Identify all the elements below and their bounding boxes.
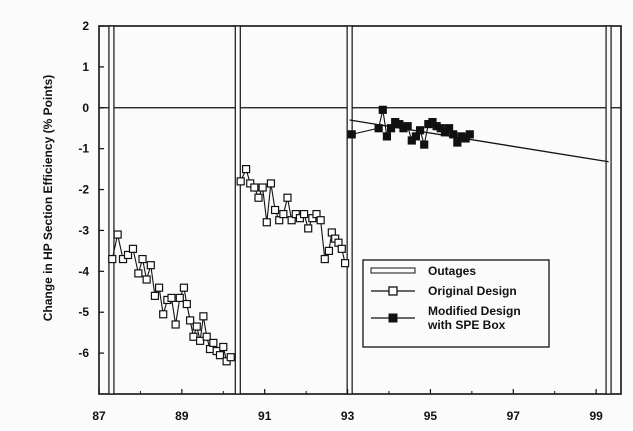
original-design-point — [262, 218, 271, 227]
original-design-point — [159, 310, 168, 319]
original-design-point — [270, 205, 280, 215]
legend: Outages Original Design Modified Design … — [362, 259, 550, 348]
original-design-point — [202, 332, 211, 341]
x-tick-label: 93 — [341, 409, 355, 423]
series-group — [108, 105, 474, 366]
original-design-point — [195, 336, 205, 345]
y-tick-label: -6 — [78, 346, 89, 360]
original-design-point — [275, 216, 284, 225]
original-design-point — [209, 338, 218, 347]
y-tick-label: -3 — [78, 223, 89, 237]
original-design-point — [226, 353, 235, 362]
original-design-point — [138, 254, 147, 264]
modified-design-point — [453, 138, 462, 147]
original-design-point — [186, 316, 195, 325]
legend-label-outages: Outages — [428, 264, 476, 278]
original-design-point — [324, 246, 334, 255]
x-axis: 87 89 91 93 95 97 99 — [92, 389, 603, 423]
legend-label-modified-line1: Modified Design — [428, 304, 521, 318]
y-tick-label: 2 — [82, 19, 89, 33]
modified-design-point — [411, 132, 421, 141]
modified-design-point — [386, 124, 396, 133]
y-tick-label: 0 — [82, 101, 89, 115]
x-tick-label: 89 — [175, 409, 189, 423]
y-axis-title: Change in HP Section Efficiency (% Point… — [41, 75, 55, 322]
original-design-point — [337, 244, 346, 253]
original-design-point — [215, 351, 225, 360]
x-tick-label: 99 — [589, 409, 603, 423]
y-tick-label: 1 — [82, 60, 89, 74]
original-design-point — [142, 275, 151, 284]
y-tick-label: -1 — [78, 142, 89, 156]
original-design-point — [113, 230, 122, 239]
original-design-point — [241, 165, 251, 174]
legend-label-original: Original Design — [428, 284, 517, 298]
outages-group — [108, 25, 612, 395]
original-design-point — [250, 183, 259, 192]
legend-label-modified-line2: with SPE Box — [427, 318, 506, 332]
modified-design-point — [444, 124, 454, 133]
original-design-point — [171, 320, 180, 329]
original-design-point — [192, 322, 201, 331]
original-design-point — [146, 261, 155, 270]
original-design-point — [283, 193, 292, 202]
original-design-point — [304, 224, 313, 233]
original-design-point — [266, 179, 276, 188]
legend-modified-swatch — [371, 313, 415, 323]
original-design-point — [199, 312, 208, 321]
legend-outage-swatch — [370, 267, 416, 274]
x-tick-label: 97 — [507, 409, 521, 423]
y-tick-label: -5 — [78, 305, 89, 319]
original-design-point — [175, 293, 184, 303]
original-design-point — [154, 283, 164, 292]
original-design-point — [316, 216, 325, 225]
original-design-point — [179, 283, 189, 292]
modified-design-point — [374, 124, 383, 133]
legend-box — [362, 259, 550, 348]
original-design-point — [340, 259, 350, 268]
original-design-point — [254, 193, 263, 202]
original-design-point — [320, 254, 329, 264]
outage-bar — [108, 25, 115, 395]
original-design-point — [150, 291, 160, 300]
outage-bar — [605, 25, 612, 395]
outage-bar — [346, 25, 353, 395]
y-tick-label: -2 — [78, 183, 89, 197]
original-design-point — [123, 250, 133, 260]
legend-original-swatch — [371, 286, 415, 296]
modified-design-point — [420, 140, 429, 149]
original-design-point — [236, 177, 245, 186]
original-design-point — [108, 254, 117, 264]
original-design-point — [219, 342, 228, 352]
original-design-point — [182, 299, 191, 309]
original-design-point — [128, 244, 138, 253]
modified-design-point — [347, 130, 356, 139]
modified-design-point — [449, 130, 458, 139]
modified-design-point — [415, 126, 425, 135]
x-tick-label: 91 — [258, 409, 272, 423]
y-axis: 2 1 0 -1 -2 -3 -4 -5 -6 — [78, 19, 104, 360]
original-design-point — [299, 209, 309, 219]
modified-design-point — [378, 105, 387, 114]
outage-bar — [234, 25, 241, 395]
modified-design-point — [403, 122, 412, 131]
original-design-point — [287, 216, 296, 225]
original-design-point — [134, 269, 143, 278]
modified-design-point — [382, 132, 392, 141]
y-tick-label: -4 — [78, 264, 89, 278]
original-design-point — [279, 209, 288, 219]
x-tick-label: 87 — [92, 409, 106, 423]
plot-frame — [98, 25, 622, 395]
modified-design-point — [465, 130, 474, 139]
original-design-point — [189, 332, 198, 341]
original-design-point — [258, 183, 267, 192]
original-design-point — [167, 293, 176, 303]
original-design-point — [312, 209, 321, 219]
x-tick-label: 95 — [424, 409, 438, 423]
